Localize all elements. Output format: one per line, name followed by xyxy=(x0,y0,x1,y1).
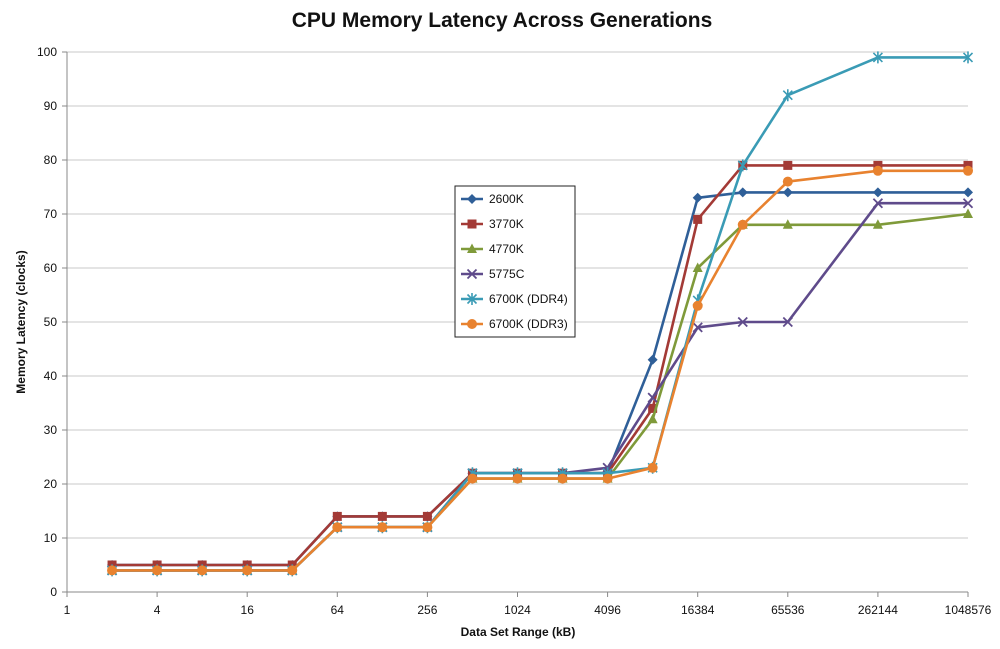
y-axis-title: Memory Latency (clocks) xyxy=(14,250,28,393)
data-point xyxy=(467,319,477,329)
data-point xyxy=(647,354,658,365)
legend-item: 3770K xyxy=(461,217,524,231)
y-tick-label: 20 xyxy=(44,477,58,491)
data-point xyxy=(872,51,883,64)
data-point xyxy=(782,219,793,229)
x-axis-title: Data Set Range (kB) xyxy=(461,625,576,639)
data-point xyxy=(962,51,974,64)
y-tick-label: 10 xyxy=(44,531,58,545)
axes xyxy=(62,51,969,597)
legend-label: 6700K (DDR3) xyxy=(489,317,568,331)
data-point xyxy=(782,187,793,198)
data-point xyxy=(197,565,208,576)
data-point xyxy=(783,160,793,170)
y-tick-label: 0 xyxy=(50,585,57,599)
y-tick-label: 80 xyxy=(44,153,58,167)
data-point xyxy=(782,89,793,102)
series-group xyxy=(106,51,974,577)
chart-title: CPU Memory Latency Across Generations xyxy=(292,9,713,32)
data-point xyxy=(737,159,748,172)
data-point xyxy=(873,160,883,170)
data-point xyxy=(737,219,748,230)
x-tick-label: 1048576 xyxy=(945,603,992,617)
data-point xyxy=(782,316,793,328)
data-point xyxy=(692,192,703,203)
data-point xyxy=(107,565,118,576)
legend-label: 3770K xyxy=(489,217,524,231)
data-point xyxy=(963,208,973,218)
data-point xyxy=(692,262,703,272)
data-point xyxy=(737,187,748,198)
y-tick-labels: 0 10 20 30 40 50 60 70 80 90 100 xyxy=(37,45,57,599)
data-point xyxy=(647,413,658,424)
data-point xyxy=(512,473,523,484)
y-tick-label: 100 xyxy=(37,45,57,59)
data-point xyxy=(466,293,478,305)
legend-box xyxy=(454,185,576,338)
data-point xyxy=(152,565,163,576)
data-point xyxy=(422,511,432,521)
data-point xyxy=(692,300,703,311)
data-point xyxy=(872,187,883,198)
data-point xyxy=(467,219,477,229)
data-point xyxy=(422,522,433,533)
legend-label: 4770K xyxy=(489,242,524,256)
x-tick-label: 64 xyxy=(331,603,345,617)
data-point xyxy=(963,187,973,198)
series xyxy=(107,165,973,576)
data-point xyxy=(963,160,973,170)
legend-label: 5775C xyxy=(489,267,525,281)
x-tick-label: 1 xyxy=(64,603,71,617)
data-point xyxy=(693,214,703,224)
x-tick-label: 65536 xyxy=(771,603,805,617)
x-tick-label: 16384 xyxy=(681,603,715,617)
legend-item: 4770K xyxy=(461,242,524,256)
data-point xyxy=(242,565,253,576)
legend-item: 5775C xyxy=(461,267,525,281)
data-point xyxy=(692,322,703,333)
data-point xyxy=(557,473,568,484)
legend-label: 2600K xyxy=(489,192,524,206)
data-point xyxy=(467,473,478,484)
y-tick-label: 50 xyxy=(44,315,58,329)
data-point xyxy=(737,316,748,328)
y-tick-label: 60 xyxy=(44,261,58,275)
data-point xyxy=(377,511,387,521)
y-tick-label: 30 xyxy=(44,423,58,437)
data-point xyxy=(647,392,658,403)
data-point xyxy=(467,194,477,204)
x-tick-label: 4 xyxy=(154,603,161,617)
data-point xyxy=(872,198,884,209)
legend-label: 6700K (DDR4) xyxy=(489,292,568,306)
data-point xyxy=(963,165,973,176)
data-point xyxy=(782,176,793,187)
data-point xyxy=(287,565,298,576)
x-tick-labels: 1 4 16 64 256 1024 4096 16384 65536 262144 1048576 xyxy=(64,603,992,617)
y-tick-label: 70 xyxy=(44,207,58,221)
data-point xyxy=(962,198,974,209)
data-point xyxy=(602,473,613,484)
x-tick-label: 16 xyxy=(241,603,255,617)
y-tick-label: 90 xyxy=(44,99,58,113)
data-point xyxy=(648,403,658,413)
x-tick-label: 256 xyxy=(417,603,437,617)
data-point xyxy=(377,522,388,533)
data-point xyxy=(647,462,658,473)
data-point xyxy=(872,219,883,229)
legend-item: 2600K xyxy=(461,192,524,206)
data-point xyxy=(332,522,343,533)
data-point xyxy=(466,268,478,280)
legend-item: 6700K (DDR4) xyxy=(461,292,568,306)
legend-item: 6700K (DDR3) xyxy=(461,317,568,331)
data-point xyxy=(332,511,342,521)
x-tick-label: 1024 xyxy=(504,603,531,617)
y-tick-label: 40 xyxy=(44,369,58,383)
series-line xyxy=(112,169,968,572)
data-point xyxy=(467,243,477,253)
legend: 2600K 3770K 4770K 5775C 6700K (DDR4) 6700K (D… xyxy=(454,185,576,338)
x-tick-label: 4096 xyxy=(594,603,621,617)
x-tick-label: 262144 xyxy=(858,603,898,617)
data-point xyxy=(872,165,883,176)
